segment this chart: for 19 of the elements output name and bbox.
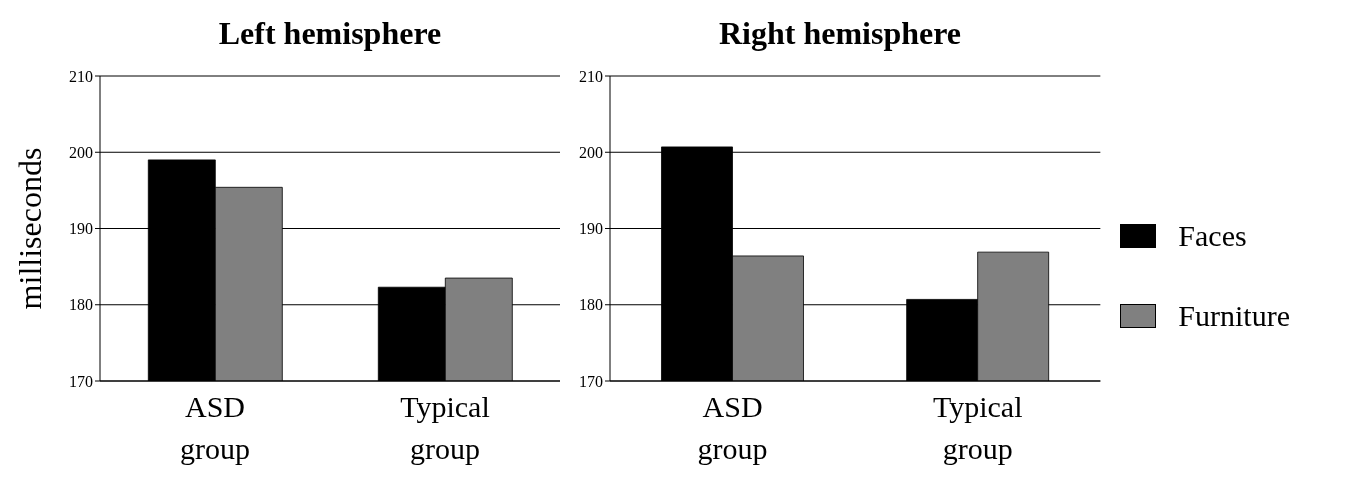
- y-tick-label: 200: [69, 143, 93, 161]
- legend-label: Faces: [1178, 219, 1247, 253]
- y-tick-label: 200: [579, 143, 603, 161]
- x-tick-label: ASD group: [180, 390, 250, 465]
- y-axis-title: milliseconds: [12, 147, 49, 310]
- chart-title: Left hemisphere: [217, 14, 443, 53]
- x-tick-label: Typical group: [400, 390, 490, 465]
- y-tick-label: 210: [69, 67, 93, 85]
- y-tick-label: 170: [69, 372, 93, 390]
- y-tick-label: 190: [579, 220, 603, 238]
- chart-title: Right hemisphere: [717, 14, 963, 53]
- y-tick-label: 190: [69, 220, 93, 238]
- x-tick-label: ASD group: [697, 390, 768, 465]
- y-tick-label: 170: [579, 372, 603, 390]
- y-tick-label: 180: [579, 296, 603, 314]
- y-tick-label: 180: [69, 296, 93, 314]
- x-tick-label: Typical group: [932, 390, 1023, 465]
- legend-label: Furniture: [1178, 299, 1290, 333]
- y-tick-label: 210: [579, 67, 603, 85]
